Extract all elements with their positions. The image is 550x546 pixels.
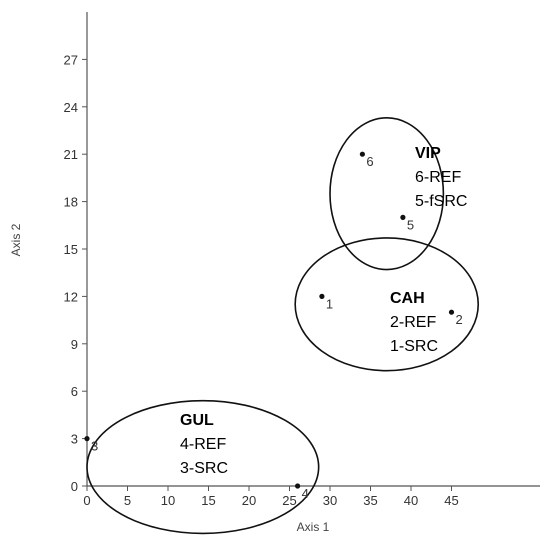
group-ellipse-gul [86, 399, 320, 535]
y-tick-label: 3 [71, 432, 78, 447]
point-label: 2 [456, 312, 463, 327]
x-tick-label: 15 [201, 493, 215, 508]
group-ellipse-cah [294, 237, 480, 372]
group-line: 5-fSRC [415, 193, 467, 210]
y-tick-label: 27 [64, 52, 78, 67]
group-line: 6-REF [415, 169, 461, 186]
y-tick-label: 21 [64, 147, 78, 162]
group-line: 4-REF [180, 436, 226, 453]
y-tick-label: 24 [64, 100, 78, 115]
x-tick-label: 40 [404, 493, 418, 508]
y-tick-label: 12 [64, 289, 78, 304]
axes [86, 12, 540, 487]
data-points: 1 2 3 4 5 6 [84, 151, 463, 501]
x-tick-label: 45 [444, 493, 458, 508]
data-point [84, 436, 90, 442]
group-ellipse-vip [329, 117, 445, 271]
x-tick-label: 5 [124, 493, 131, 508]
group-line: 2-REF [390, 314, 436, 331]
point-label: 4 [302, 486, 309, 501]
data-point [295, 483, 301, 489]
y-ticks: 0 3 6 9 12 15 18 21 24 27 [64, 52, 87, 494]
x-tick-label: 35 [363, 493, 377, 508]
group-title-cah: CAH [390, 290, 425, 307]
y-tick-label: 18 [64, 195, 78, 210]
point-label: 5 [407, 217, 414, 232]
x-tick-label: 20 [242, 493, 256, 508]
point-label: 6 [366, 154, 373, 169]
data-point [400, 214, 406, 220]
y-tick-label: 0 [71, 479, 78, 494]
data-point [359, 151, 365, 157]
group-title-gul: GUL [180, 412, 214, 429]
x-tick-label: 30 [323, 493, 337, 508]
point-label: 3 [91, 439, 98, 454]
group-line: 3-SRC [180, 460, 228, 477]
x-tick-label: 10 [161, 493, 175, 508]
point-label: 1 [326, 296, 333, 311]
group-ellipses [86, 117, 480, 535]
x-tick-label: 0 [83, 493, 90, 508]
group-line: 1-SRC [390, 338, 438, 355]
data-point [448, 309, 455, 315]
y-axis-title: Axis 2 [9, 223, 23, 256]
x-axis-title: Axis 1 [297, 520, 330, 534]
y-tick-label: 15 [64, 242, 78, 257]
y-tick-label: 9 [71, 337, 78, 352]
group-title-vip: VIP [415, 145, 441, 162]
x-ticks: 0 5 10 15 20 25 30 35 40 45 [83, 486, 459, 508]
data-point [319, 293, 325, 299]
group-labels: VIP 6-REF 5-fSRC CAH 2-REF 1-SRC GUL 4-REF 3-SRC [180, 145, 467, 477]
y-tick-label: 6 [71, 384, 78, 399]
x-tick-label: 25 [282, 493, 296, 508]
